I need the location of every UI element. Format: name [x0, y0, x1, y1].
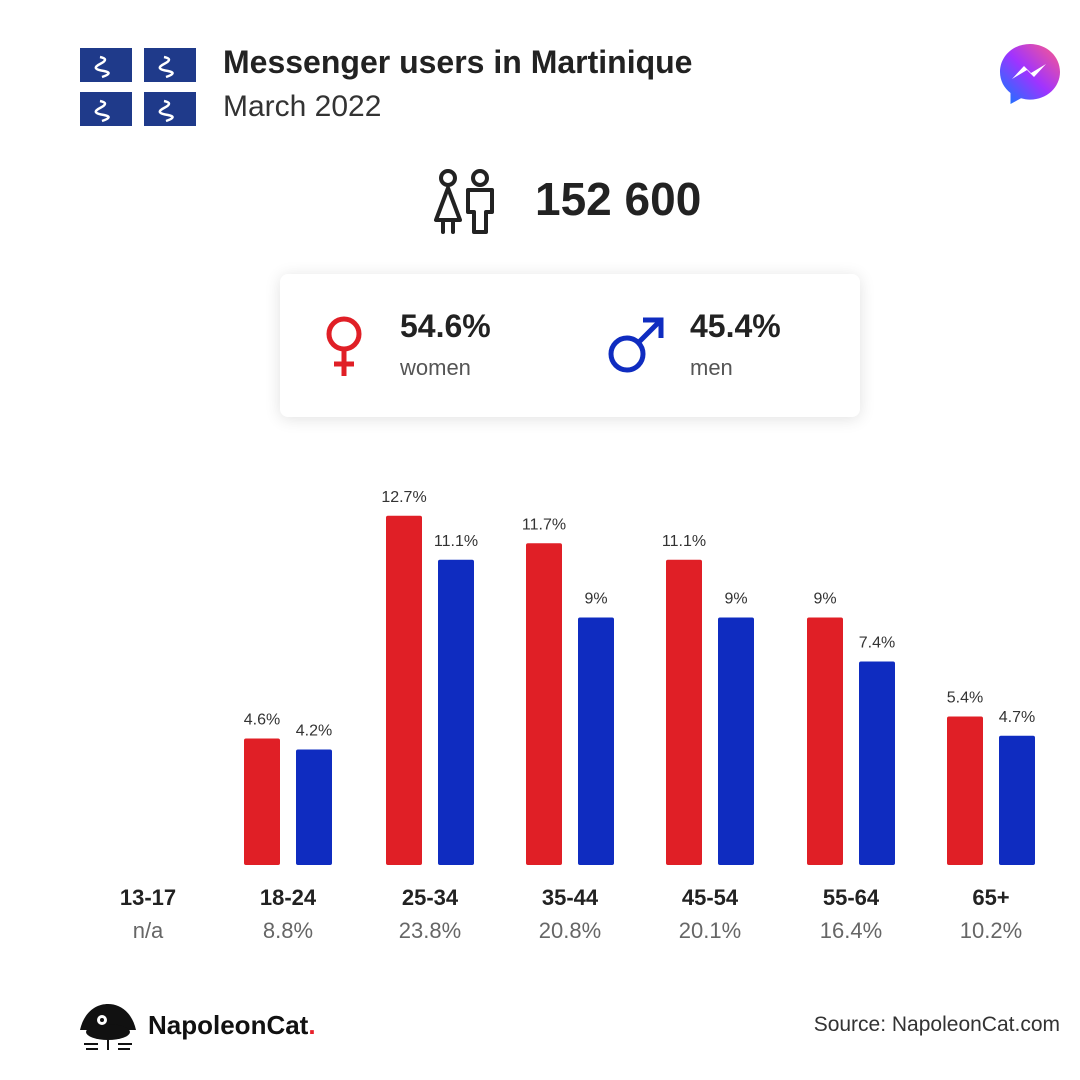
- bar-women-55-64: [807, 617, 843, 865]
- bar-women-18-24: [244, 738, 280, 865]
- category-label-18-24: 18-24: [259, 885, 317, 910]
- male-symbol-icon: [608, 317, 664, 373]
- bar-women-25-34: [386, 515, 422, 865]
- data-label-men-45-54: 9%: [724, 591, 747, 608]
- category-total-18-24: 8.8%: [262, 918, 314, 943]
- category-total-13-17: n/a: [132, 918, 164, 943]
- bar-men-25-34: [438, 559, 474, 865]
- source-credit: Source: NapoleonCat.com: [813, 1013, 1060, 1036]
- data-label-men-25-34: 11.1%: [434, 533, 478, 550]
- category-label-45-54: 45-54: [681, 885, 739, 910]
- martinique-flag-icon: [80, 48, 196, 126]
- category-label-65-plus: 65+: [972, 885, 1010, 910]
- category-total-65-plus: 10.2%: [959, 918, 1023, 943]
- category-total-55-64: 16.4%: [819, 918, 883, 943]
- female-symbol-icon: [326, 316, 362, 376]
- men-percentage: 45.4%: [690, 308, 781, 344]
- bar-women-45-54: [666, 559, 702, 865]
- napoleoncat-logo-icon: [80, 1004, 136, 1050]
- bar-men-45-54: [718, 617, 754, 865]
- bar-women-35-44: [526, 543, 562, 865]
- category-label-55-64: 55-64: [822, 885, 880, 910]
- data-label-women-18-24: 4.6%: [244, 712, 280, 729]
- data-label-men-55-64: 7.4%: [859, 635, 895, 652]
- category-label-35-44: 35-44: [541, 885, 599, 910]
- category-label-13-17: 13-17: [119, 885, 177, 910]
- brand-name-text: NapoleonCat: [148, 1010, 309, 1040]
- category-total-25-34: 23.8%: [398, 918, 462, 943]
- data-label-men-18-24: 4.2%: [296, 723, 332, 740]
- data-label-women-45-54: 11.1%: [662, 533, 706, 550]
- bar-men-65-plus: [999, 735, 1035, 865]
- category-total-35-44: 20.8%: [538, 918, 602, 943]
- data-label-women-55-64: 9%: [813, 591, 836, 608]
- women-label: women: [400, 355, 471, 380]
- chart-subtitle: March 2022: [223, 90, 382, 123]
- women-percentage: 54.6%: [400, 308, 491, 344]
- data-label-women-35-44: 11.7%: [522, 516, 566, 533]
- total-users-value: 152 600: [535, 173, 702, 225]
- category-total-45-54: 20.1%: [678, 918, 742, 943]
- messenger-logo-icon: [1000, 44, 1060, 104]
- data-label-men-35-44: 9%: [584, 591, 607, 608]
- category-label-25-34: 25-34: [401, 885, 459, 910]
- brand-dot: .: [308, 1010, 316, 1040]
- chart-title: Messenger users in Martinique: [223, 44, 693, 80]
- data-label-women-25-34: 12.7%: [381, 489, 426, 506]
- brand-name: NapoleonCat.: [148, 1010, 316, 1041]
- gender-summary-card: 54.6% women 45.4% men: [280, 274, 860, 417]
- bar-men-18-24: [296, 749, 332, 865]
- bar-men-35-44: [578, 617, 614, 865]
- bar-women-65-plus: [947, 716, 983, 865]
- data-label-men-65-plus: 4.7%: [999, 709, 1035, 726]
- bar-men-55-64: [859, 661, 895, 865]
- men-label: men: [690, 355, 733, 380]
- data-label-women-65-plus: 5.4%: [947, 690, 983, 707]
- age-gender-bar-chart: 4.6% 12.7% 11.7% 11.1% 9% 5.4% 4.2% 11.1% 9% 9% 7.…: [244, 489, 1035, 865]
- people-icon: [434, 169, 494, 234]
